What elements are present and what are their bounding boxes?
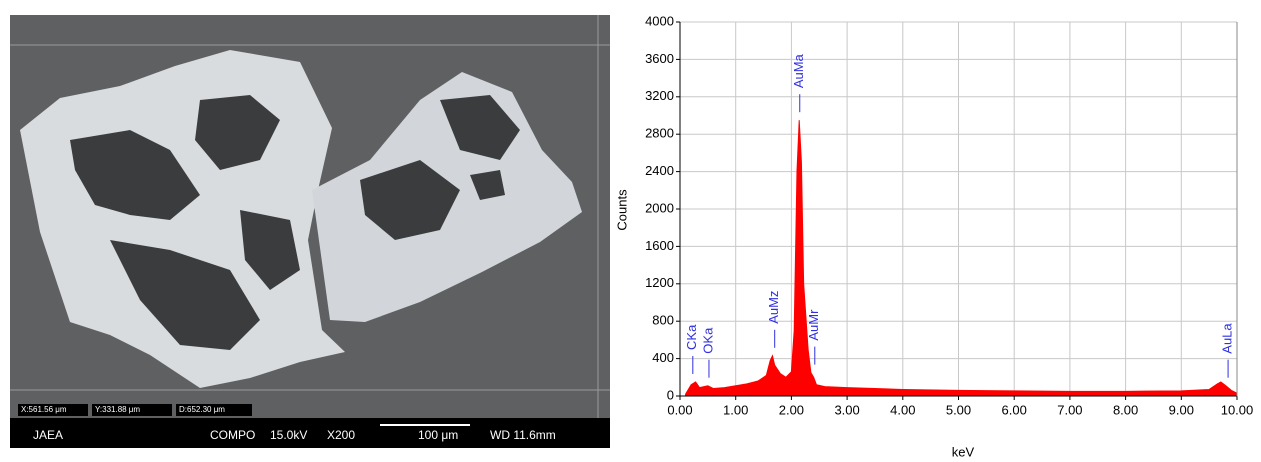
annotation-label: AuMz <box>766 291 781 324</box>
x-tick-label: 9.00 <box>1169 402 1194 417</box>
x-tick-label: 3.00 <box>834 402 859 417</box>
scale-label: 100 μm <box>418 428 458 442</box>
x-tick-label: 7.00 <box>1057 402 1082 417</box>
y-tick-label: 2800 <box>645 126 674 141</box>
x-tick-label: 1.00 <box>723 402 748 417</box>
x-tick-label: 4.00 <box>890 402 915 417</box>
y-tick-label: 1200 <box>645 275 674 290</box>
x-tick-label: 6.00 <box>1002 402 1027 417</box>
y-tick-label: 4000 <box>645 13 674 28</box>
y-tick-label: 3200 <box>645 88 674 103</box>
coord-y: Y:331.88 μm <box>95 405 140 414</box>
dark-zone <box>195 95 280 170</box>
y-tick-label: 0 <box>667 387 674 402</box>
coord-box <box>92 404 172 416</box>
mode: COMPO <box>210 428 255 442</box>
annotation-label: AuLa <box>1220 323 1235 354</box>
annotation-label: AuMr <box>806 309 821 341</box>
dark-zone <box>240 210 300 290</box>
y-tick-label: 800 <box>652 313 674 328</box>
annotation-label: AuMa <box>791 53 806 88</box>
x-tick-label: 5.00 <box>946 402 971 417</box>
sem-image: X:561.56 μm Y:331.88 μm D:652.30 μm JAEA… <box>10 15 610 448</box>
y-tick-label: 2400 <box>645 163 674 178</box>
dark-zone <box>70 130 200 220</box>
dark-zone <box>470 170 505 200</box>
coord-d: D:652.30 μm <box>179 405 225 414</box>
spectrum-chart: keV Counts 0 400 800 1200 1600 2000 2400 2800 32… <box>614 13 1253 459</box>
spectrum-area <box>685 120 1238 397</box>
magnification: X200 <box>327 428 355 442</box>
x-axis-label: keV <box>952 444 975 459</box>
coord-box <box>18 404 88 416</box>
y-tick-label: 3600 <box>645 51 674 66</box>
coord-box <box>176 404 252 416</box>
dark-zones <box>70 95 520 350</box>
x-tick-label: 0.00 <box>667 402 692 417</box>
x-tick-label: 10.00 <box>1221 402 1254 417</box>
y-tick-label: 1600 <box>645 238 674 253</box>
annotation-label: OKa <box>700 327 715 354</box>
dark-zone <box>110 240 260 350</box>
lab-name: JAEA <box>33 428 63 442</box>
x-tick-label: 2.00 <box>779 402 804 417</box>
y-tick-label: 400 <box>652 350 674 365</box>
y-axis-label: Counts <box>614 189 629 231</box>
voltage: 15.0kV <box>270 428 307 442</box>
dark-zone <box>360 160 460 240</box>
annotation-label: CKa <box>684 324 699 350</box>
working-distance: WD 11.6mm <box>490 428 556 442</box>
info-bar <box>10 418 610 448</box>
coord-x: X:561.56 μm <box>21 405 67 414</box>
dark-zone <box>440 95 520 160</box>
y-tick-label: 2000 <box>645 200 674 215</box>
x-tick-label: 8.00 <box>1113 402 1138 417</box>
